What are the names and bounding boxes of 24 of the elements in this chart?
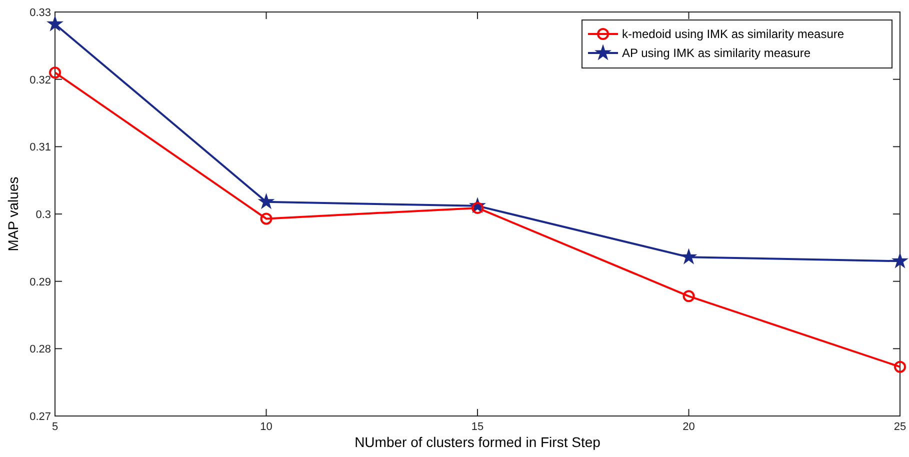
y-tick-label: 0.3 <box>36 209 51 221</box>
point <box>681 249 696 264</box>
point <box>258 194 274 208</box>
point <box>49 66 61 79</box>
point <box>260 212 272 225</box>
x-tick-label: 15 <box>471 421 484 433</box>
y-tick-label: 0.27 <box>30 411 51 423</box>
y-tick-label: 0.32 <box>30 74 51 86</box>
y-tick-label: 0.29 <box>30 276 51 288</box>
x-tick-label: 5 <box>52 421 58 433</box>
point <box>894 360 906 373</box>
x-tick-label: 25 <box>894 421 906 433</box>
point <box>682 290 695 302</box>
y-tick-label: 0.28 <box>30 344 51 356</box>
y-tick-label: 0.31 <box>30 142 51 154</box>
legend-label: k-medoid using IMK as similarity measure <box>622 27 844 41</box>
y-tick-label: 0.33 <box>30 7 51 19</box>
x-tick-label: 10 <box>260 421 272 433</box>
point <box>48 16 62 31</box>
y-axis-title: MAP values <box>5 176 21 252</box>
legend-label: AP using IMK as similarity measure <box>622 46 811 60</box>
x-axis-title: NUmber of clusters formed in First Step <box>354 434 601 450</box>
point <box>892 253 908 268</box>
x-tick-label: 20 <box>682 421 695 433</box>
